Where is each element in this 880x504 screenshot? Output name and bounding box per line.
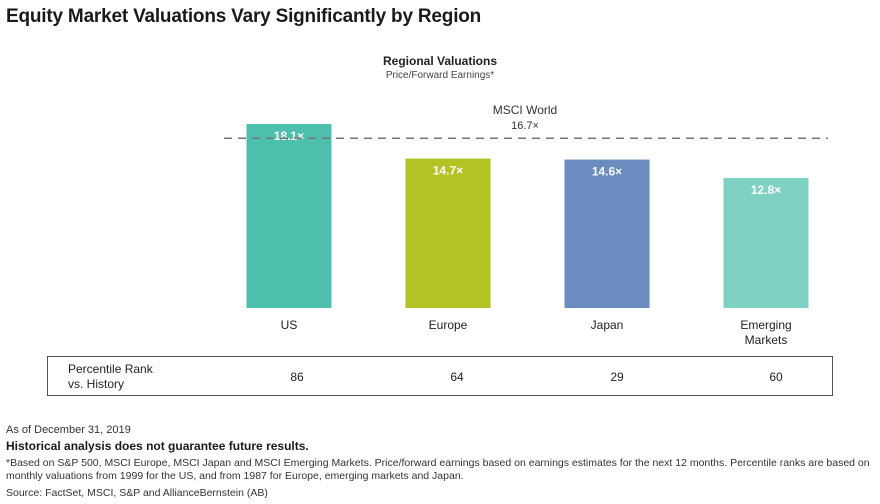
page-title: Equity Market Valuations Vary Significan… (6, 6, 482, 27)
category-label-japan: Japan (591, 318, 624, 332)
bar-value-label-japan: 14.6× (592, 165, 622, 179)
bar-value-label-emerging-markets: 12.8× (751, 183, 781, 197)
bar-value-label-us: 18.1× (274, 129, 304, 143)
footer-note: *Based on S&P 500, MSCI Europe, MSCI Jap… (6, 457, 870, 482)
percentile-rank-table: Percentile Rank vs. History 86 64 29 60 (47, 356, 833, 396)
percentile-rank-japan: 29 (610, 370, 624, 384)
chart-subtitle: Price/Forward Earnings* (385, 70, 495, 81)
category-label-europe: Europe (429, 318, 468, 332)
percentile-rank-europe: 64 (450, 370, 464, 384)
percentile-rank-us: 86 (290, 370, 304, 384)
footer-source: Source: FactSet, MSCI, S&P and AllianceB… (6, 487, 268, 499)
footer-disclaimer: Historical analysis does not guarantee f… (6, 439, 309, 453)
bar-value-label-europe: 14.7× (433, 164, 463, 178)
chart-title: Regional Valuations (382, 54, 498, 68)
bar-us (246, 124, 332, 308)
reference-line-value: 16.7× (511, 120, 539, 132)
footer-date: As of December 31, 2019 (6, 424, 131, 436)
bar-japan (564, 159, 650, 308)
percentile-rank-label: Percentile Rank vs. History (68, 362, 153, 391)
bar-chart: 18.1× US 14.7× Europe 14.6× Japan 12.8× Emergin… (224, 103, 828, 347)
category-label-us: US (281, 318, 298, 332)
bar-emerging-markets (723, 177, 809, 308)
category-label-emerging-markets: Emerging Markets (740, 318, 791, 347)
bar-europe (405, 158, 491, 308)
reference-line-label: MSCI World (493, 103, 557, 117)
percentile-rank-emerging: 60 (769, 370, 783, 384)
